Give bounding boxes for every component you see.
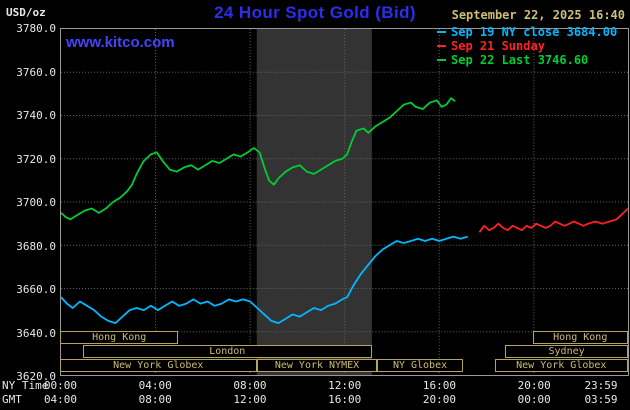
nymex-session-band [256, 29, 372, 375]
price-line-sep21-sunday [478, 207, 628, 233]
y-axis-tick-label: 3780.0 [16, 22, 56, 35]
x-axis-tick-label: 12:00 [233, 393, 267, 406]
legend-item-sep22-last: Sep 22 Last 3746.60 [437, 53, 617, 67]
y-axis-tick-label: 3720.0 [16, 152, 56, 166]
date-time-label: September 22, 2025 16:40 [451, 8, 625, 22]
y-axis-tick-label: 3760.0 [16, 65, 56, 79]
kitco-watermark-link[interactable]: www.kitco.com [66, 34, 175, 51]
chart-svg [61, 29, 628, 375]
legend-item-sep19-ny-close: Sep 19 NY close 3684.00 [437, 25, 617, 39]
x-axis-tick-label: 12:00 [328, 379, 362, 392]
session-box-hong-kong: Hong Kong [60, 331, 179, 344]
legend-line-swatch-icon [437, 31, 446, 33]
session-box-ny-globex: NY Globex [377, 359, 463, 372]
chart-title: 24 Hour Spot Gold (Bid) [214, 3, 416, 22]
gmt-axis-label: GMT [2, 393, 22, 406]
chart-legend: Sep 19 NY close 3684.00 Sep 21 Sunday Sep … [437, 25, 617, 67]
y-axis-tick-label: 3620.0 [16, 370, 56, 383]
legend-line-swatch-icon [437, 45, 446, 47]
ny-time-axis-label: NY Time [2, 379, 49, 392]
x-axis-tick-label: 00:00 [43, 379, 78, 392]
x-axis-tick-label: 20:00 [517, 379, 551, 392]
price-line-sep22-last [61, 97, 456, 221]
session-box-hong-kong: Hong Kong [532, 331, 628, 344]
session-box-sydney: Sydney [505, 345, 628, 358]
plot-area [60, 28, 629, 376]
x-axis-tick-label: 20:00 [422, 393, 456, 406]
y-axis-tick-label: 3660.0 [16, 283, 56, 296]
x-axis-tick-label: 16:00 [328, 393, 362, 406]
y-axis-tick-label: 3700.0 [16, 196, 56, 209]
x-axis-tick-label: 08:00 [138, 393, 172, 406]
x-axis-tick-label: 04:00 [43, 393, 78, 406]
legend-line-swatch-icon [437, 59, 446, 61]
x-axis-tick-label: 00:00 [517, 393, 551, 406]
y-axis-unit-label: USD/oz [6, 6, 46, 19]
legend-label: Sep 22 Last 3746.60 [451, 53, 589, 67]
legend-label: Sep 21 Sunday [451, 39, 545, 53]
x-axis-tick-label: 03:59 [584, 393, 618, 406]
legend-label: Sep 19 NY close 3684.00 [451, 25, 618, 39]
x-axis-tick-label: 04:00 [138, 379, 172, 392]
price-line-sep19-ny-close [61, 235, 468, 324]
session-box-london: London [83, 345, 372, 358]
x-axis-tick-label: 16:00 [422, 379, 456, 392]
y-axis-tick-label: 3640.0 [16, 326, 56, 340]
legend-item-sep21-sunday: Sep 21 Sunday [437, 39, 617, 53]
x-axis-tick-label: 23:59 [584, 379, 618, 392]
y-axis-tick-label: 3740.0 [16, 109, 56, 122]
session-box-new-york-globex: New York Globex [60, 359, 257, 372]
y-axis-tick-label: 3680.0 [16, 239, 56, 253]
session-box-new-york-globex: New York Globex [494, 359, 628, 372]
x-axis-tick-label: 08:00 [233, 379, 267, 392]
session-box-new-york-nymex: New York NYMEX [256, 359, 378, 372]
